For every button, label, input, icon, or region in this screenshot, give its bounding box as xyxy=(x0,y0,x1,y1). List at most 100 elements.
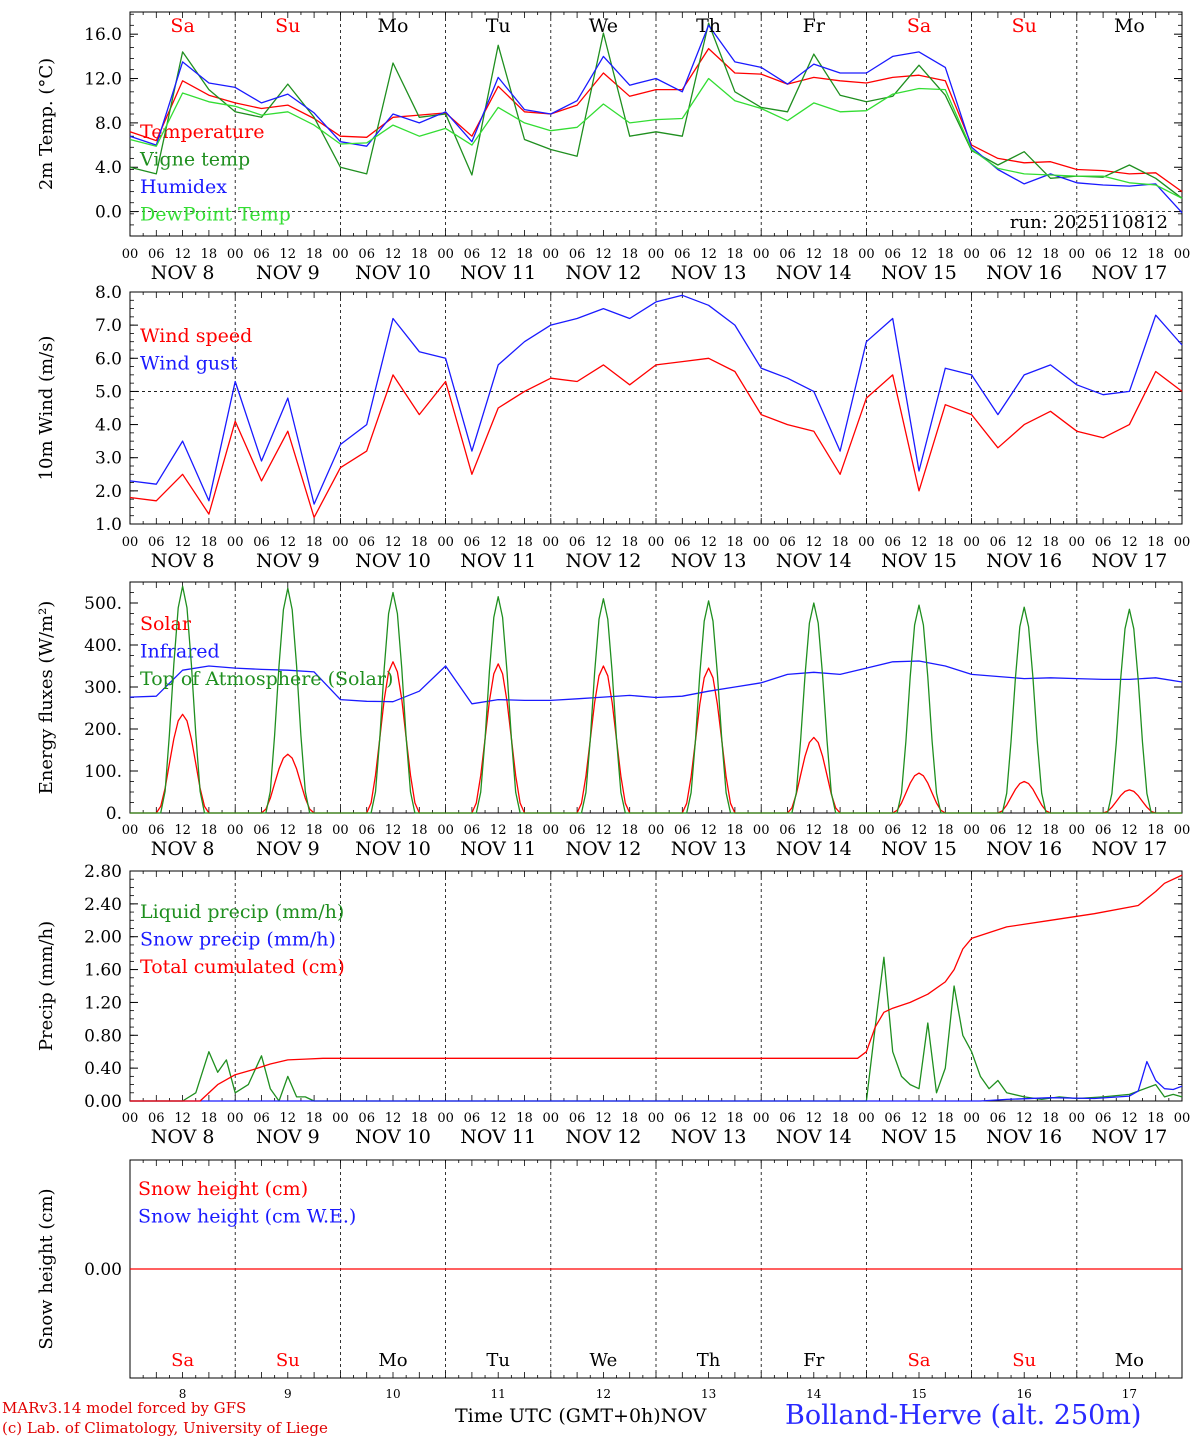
y-tick-label: 0.80 xyxy=(84,1026,122,1046)
x-tick-label: 12 xyxy=(280,823,297,838)
x-tick-label: 06 xyxy=(884,823,901,838)
credit-line-2: (c) Lab. of Climatology, University of L… xyxy=(2,1419,328,1437)
y-tick-label: 3.0 xyxy=(95,449,122,469)
x-tick-label: 06 xyxy=(253,823,270,838)
y-tick-label: 1.60 xyxy=(84,961,122,981)
x-tick-label: 18 xyxy=(516,1111,533,1126)
legend-entry: Wind speed xyxy=(140,325,252,347)
weekday-label-bottom: Mo xyxy=(1115,1350,1144,1371)
x-tick-label: 12 xyxy=(911,823,928,838)
chart-panel-3: 0. 100. 200. 300. 400. 500. Energy fluxes (W/m… xyxy=(36,581,1191,860)
legend-entry: Temperature xyxy=(140,121,264,143)
x-tick-label: 00 xyxy=(332,823,349,838)
x-tick-label: 06 xyxy=(1095,823,1112,838)
day-number-label: 9 xyxy=(284,1387,292,1401)
weekday-label-bottom: We xyxy=(590,1350,618,1371)
x-tick-label: 18 xyxy=(937,247,954,262)
x-tick-label: 12 xyxy=(385,823,402,838)
x-tick-label: 12 xyxy=(911,1111,928,1126)
legend-entry: Top of Atmosphere (Solar) xyxy=(140,668,393,690)
weekday-label-bottom: Fr xyxy=(803,1350,824,1371)
x-tick-label: 18 xyxy=(201,1111,218,1126)
y-tick-label: 4.0 xyxy=(95,416,122,436)
day-number-label: 15 xyxy=(911,1387,926,1401)
x-tick-label: 06 xyxy=(148,1111,165,1126)
x-tick-label: 00 xyxy=(1069,823,1086,838)
x-tick-label: 06 xyxy=(569,247,586,262)
legend-entry: Total cumulated (cm) xyxy=(140,956,345,978)
x-tick-label: 00 xyxy=(963,823,980,838)
x-tick-label: 00 xyxy=(753,247,770,262)
x-tick-label: 18 xyxy=(621,1111,638,1126)
x-tick-label: 06 xyxy=(884,247,901,262)
x-tick-label: 00 xyxy=(543,823,560,838)
x-tick-label: 12 xyxy=(1121,1111,1138,1126)
x-tick-label: 12 xyxy=(490,823,507,838)
time-caption: Time UTC (GMT+0h) xyxy=(455,1405,661,1427)
day-number-label: 17 xyxy=(1122,1387,1137,1401)
x-tick-label: 00 xyxy=(753,535,770,550)
credit-line-1: MARv3.14 model forced by GFS xyxy=(2,1399,247,1417)
x-tick-label: 18 xyxy=(411,1111,428,1126)
x-tick-label: 12 xyxy=(700,535,717,550)
weekday-label-bottom: Sa xyxy=(907,1350,930,1371)
day-label: NOV 8 xyxy=(151,838,215,860)
x-tick-label: 12 xyxy=(806,1111,823,1126)
x-tick-label: 00 xyxy=(122,1111,139,1126)
station-name: Bolland-Herve (alt. 250m) xyxy=(785,1400,1142,1431)
y-tick-label: 0.0 xyxy=(95,203,122,223)
x-tick-label: 00 xyxy=(1069,1111,1086,1126)
x-tick-label: 12 xyxy=(174,535,191,550)
day-label: NOV 15 xyxy=(881,262,957,284)
x-tick-label: 12 xyxy=(595,1111,612,1126)
weekday-label-top: Mo xyxy=(1114,15,1145,37)
x-tick-label: 00 xyxy=(227,823,244,838)
x-tick-label: 12 xyxy=(1016,823,1033,838)
chart-panel-4: 0.00 0.40 0.80 1.20 1.60 2.00 2.40 2.80 Precip (… xyxy=(36,862,1190,1148)
day-label: NOV 13 xyxy=(671,550,747,572)
x-tick-label: 18 xyxy=(411,535,428,550)
x-tick-label: 12 xyxy=(174,247,191,262)
x-tick-label: 12 xyxy=(1121,535,1138,550)
x-tick-label: 00 xyxy=(227,1111,244,1126)
day-label: NOV 9 xyxy=(256,550,320,572)
weekday-label-bottom: Su xyxy=(276,1350,300,1371)
y-tick-label: 12.0 xyxy=(84,70,122,90)
y-tick-label: 100. xyxy=(84,762,122,782)
y-axis-title: 10m Wind (m/s) xyxy=(36,336,57,481)
day-label: NOV 9 xyxy=(256,262,320,284)
day-label: NOV 12 xyxy=(565,262,641,284)
x-tick-label: 12 xyxy=(700,1111,717,1126)
weekday-label-top: Su xyxy=(1012,15,1037,37)
weekday-label-bottom: Sa xyxy=(171,1350,194,1371)
y-tick-label: 0.40 xyxy=(84,1059,122,1079)
day-label: NOV 9 xyxy=(256,1126,320,1148)
x-tick-label: 06 xyxy=(464,823,481,838)
x-tick-label: 06 xyxy=(990,535,1007,550)
x-tick-label: 00 xyxy=(122,823,139,838)
time-axis-caption: Time UTC (GMT+0h)NOV xyxy=(455,1405,706,1427)
x-tick-label: 00 xyxy=(1174,823,1191,838)
x-tick-label: 06 xyxy=(464,247,481,262)
weekday-label-top: Fr xyxy=(803,15,826,37)
x-tick-label: 00 xyxy=(227,247,244,262)
x-tick-label: 06 xyxy=(779,535,796,550)
day-label: NOV 10 xyxy=(355,262,431,284)
day-label: NOV 17 xyxy=(1091,262,1167,284)
x-tick-label: 18 xyxy=(1042,823,1059,838)
series-line-dewpoint-temp xyxy=(129,77,1183,199)
x-tick-label: 18 xyxy=(937,535,954,550)
x-tick-label: 18 xyxy=(727,1111,744,1126)
legend-entry: Vigne temp xyxy=(139,149,250,171)
x-tick-label: 00 xyxy=(963,247,980,262)
x-tick-label: 18 xyxy=(832,1111,849,1126)
weekday-label-top: Mo xyxy=(378,15,409,37)
x-tick-label: 00 xyxy=(858,1111,875,1126)
x-tick-label: 18 xyxy=(727,823,744,838)
legend-entry: Snow height (cm W.E.) xyxy=(138,1206,356,1228)
x-tick-label: 12 xyxy=(280,1111,297,1126)
legend-entry: Solar xyxy=(140,613,192,635)
x-tick-label: 06 xyxy=(990,823,1007,838)
day-number-label: 12 xyxy=(596,1387,611,1401)
x-tick-label: 18 xyxy=(621,247,638,262)
